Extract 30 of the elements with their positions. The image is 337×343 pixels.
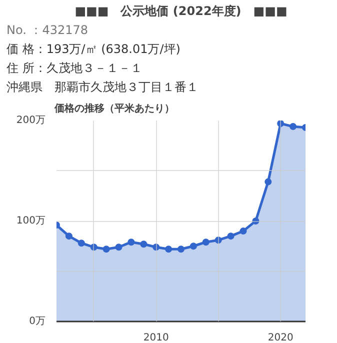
point — [190, 242, 197, 250]
point — [240, 228, 247, 235]
point — [290, 123, 297, 130]
point — [165, 246, 172, 253]
point — [214, 236, 222, 244]
point — [65, 232, 72, 240]
point — [102, 246, 110, 253]
point — [277, 120, 284, 128]
x-tick-label: 2010 — [143, 332, 169, 343]
point — [178, 246, 184, 253]
chart-subtitle: 価格の推移（平米あたり） — [54, 102, 174, 114]
point — [202, 238, 210, 246]
point — [252, 218, 260, 224]
y-tick-label: 200万 — [16, 115, 46, 126]
point — [128, 238, 135, 246]
point — [78, 240, 85, 247]
point — [227, 232, 234, 240]
point — [140, 240, 148, 248]
point — [115, 244, 122, 251]
text: No. ：432178 — [6, 23, 88, 37]
x-tick-label: 2020 — [268, 332, 294, 343]
point — [90, 244, 98, 251]
text: 住 所：久茂地３－１－１ — [6, 61, 142, 75]
text: 沖縄県 那覇市久茂地３丁目１番１ — [6, 80, 198, 94]
chart-title: ■■■ 公示地価 (2022年度) ■■■ — [74, 4, 288, 18]
y-tick-label: 100万 — [16, 216, 46, 226]
point — [264, 178, 272, 186]
point — [152, 244, 160, 251]
y-tick-label: 0万 — [29, 316, 46, 327]
text: 価 格：193万/㎡ (638.01万/坪) — [6, 42, 180, 56]
